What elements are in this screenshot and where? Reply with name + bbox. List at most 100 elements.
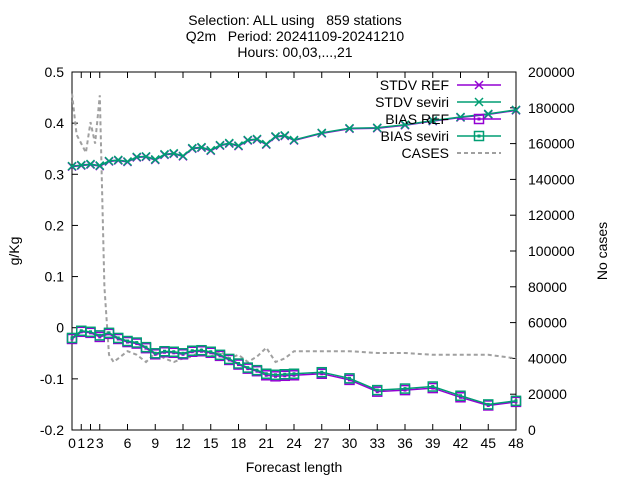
- legend-label-stdv-seviri: STDV seviri: [375, 94, 449, 110]
- x-tick-label: 45: [480, 435, 496, 451]
- y-tick-label: 0: [56, 320, 64, 336]
- data-point-bias-seviri: [399, 383, 411, 394]
- x-tick-label: 1: [77, 435, 85, 451]
- data-point-bias-seviri: [372, 384, 383, 396]
- x-tick-label: 15: [203, 435, 219, 451]
- series-group: [66, 93, 522, 411]
- y2-tick-label: 100000: [528, 243, 575, 259]
- data-point-stdv-seviri: [280, 130, 290, 140]
- y-tick-label: 0.3: [45, 166, 65, 182]
- y2-tick-label: 40000: [528, 350, 567, 366]
- y2-tick-label: 180000: [528, 100, 575, 116]
- x-tick-label: 18: [231, 435, 247, 451]
- y-tick-label: -0.1: [40, 371, 64, 387]
- data-point-stdv-seviri: [122, 156, 133, 167]
- y2-tick-label: 140000: [528, 171, 575, 187]
- x-tick-label: 39: [425, 435, 441, 451]
- y2-tick-label: 0: [528, 422, 536, 438]
- legend-marker-bias-ref: [473, 113, 485, 125]
- axes-group: 0 1 2 3 6 9 12 15 18 21 24 27 30 33 36 39 42 45 48-0.2-0.1…: [40, 64, 575, 451]
- data-point-bias-seviri: [66, 332, 78, 344]
- x-tick-label: 42: [453, 435, 469, 451]
- x-tick-label: 2: [87, 435, 95, 451]
- data-point-stdv-seviri: [169, 148, 179, 158]
- data-point-stdv-seviri: [400, 120, 410, 130]
- data-point-stdv-seviri: [270, 131, 281, 141]
- legend-marker-stdv-ref: [474, 80, 484, 90]
- data-point-stdv-seviri: [206, 145, 216, 155]
- data-point-stdv-seviri: [372, 123, 382, 133]
- data-point-stdv-seviri: [243, 135, 253, 145]
- data-point-stdv-seviri: [67, 161, 77, 171]
- data-point-stdv-seviri: [483, 109, 493, 119]
- x-tick-label: 3: [96, 435, 104, 451]
- x-tick-label: 48: [508, 435, 524, 451]
- legend-label-stdv-ref: STDV REF: [380, 77, 449, 93]
- x-tick-label: 30: [342, 435, 358, 451]
- data-point-stdv-seviri: [511, 105, 521, 115]
- y2-tick-label: 200000: [528, 64, 575, 80]
- legend-marker-bias-seviri: [473, 130, 485, 142]
- y-tick-label: 0.1: [45, 269, 65, 285]
- y2-tick-label: 160000: [528, 136, 575, 152]
- y2-tick-label: 120000: [528, 207, 575, 223]
- y2-tick-label: 20000: [528, 386, 567, 402]
- legend-marker-stdv-seviri: [474, 97, 484, 107]
- chart-title-line-3: Hours: 00,03,...,21: [237, 44, 353, 60]
- chart-title-line-2: Q2m Period: 20241109-20241210: [185, 28, 405, 44]
- data-point-stdv-seviri: [215, 140, 225, 150]
- data-point-stdv-seviri: [95, 161, 105, 171]
- data-point-stdv-seviri: [428, 116, 438, 126]
- data-point-bias-seviri: [316, 366, 327, 378]
- data-point-stdv-seviri: [289, 135, 299, 145]
- y-axis-label: g/Kg: [6, 237, 22, 266]
- series-line-cases: [71, 93, 517, 364]
- data-point-stdv-seviri: [187, 143, 197, 153]
- x-tick-label: 12: [175, 435, 191, 451]
- y2-tick-label: 80000: [528, 279, 567, 295]
- data-point-stdv-seviri: [261, 139, 271, 149]
- data-point-stdv-seviri: [104, 156, 114, 166]
- data-point-stdv-seviri: [76, 160, 86, 170]
- data-point-stdv-seviri: [141, 151, 151, 161]
- data-point-bias-seviri: [288, 368, 300, 379]
- data-point-stdv-seviri: [196, 142, 207, 152]
- legend-label-bias-seviri: BIAS seviri: [381, 128, 449, 144]
- y2-axis-label: No cases: [594, 222, 610, 280]
- data-point-bias-seviri: [140, 341, 152, 353]
- x-tick-label: 9: [151, 435, 159, 451]
- data-point-stdv-seviri: [159, 149, 170, 159]
- data-point-bias-seviri: [427, 381, 438, 392]
- data-point-stdv-seviri: [150, 154, 160, 164]
- y2-tick-label: 60000: [528, 315, 567, 331]
- x-tick-label: 0: [68, 435, 76, 451]
- data-point-stdv-seviri: [113, 155, 123, 165]
- legend-label-bias-ref: BIAS REF: [385, 111, 449, 127]
- x-tick-label: 6: [124, 435, 132, 451]
- data-point-stdv-seviri: [224, 138, 234, 148]
- data-point-stdv-seviri: [252, 134, 262, 144]
- x-tick-label: 33: [369, 435, 385, 451]
- data-point-stdv-seviri: [344, 123, 355, 133]
- data-point-bias-seviri: [510, 395, 522, 407]
- data-point-bias-seviri: [344, 373, 355, 384]
- x-axis-label: Forecast length: [246, 459, 343, 475]
- data-point-stdv-seviri: [132, 152, 142, 162]
- chart-title-line-1: Selection: ALL using 859 stations: [188, 12, 402, 28]
- data-point-stdv-seviri: [178, 151, 188, 161]
- y-tick-label: 0.4: [45, 115, 65, 131]
- data-point-bias-seviri: [483, 399, 494, 410]
- x-tick-label: 24: [286, 435, 302, 451]
- legend-label-cases: CASES: [402, 145, 449, 161]
- y-tick-label: 0.2: [45, 217, 65, 233]
- y-tick-label: 0.5: [45, 64, 65, 80]
- data-point-stdv-seviri: [317, 128, 327, 138]
- y-tick-label: -0.2: [40, 422, 64, 438]
- x-tick-label: 27: [314, 435, 330, 451]
- data-point-stdv-seviri: [233, 141, 244, 151]
- x-tick-label: 21: [258, 435, 274, 451]
- x-tick-label: 36: [397, 435, 413, 451]
- data-point-stdv-seviri: [85, 159, 96, 169]
